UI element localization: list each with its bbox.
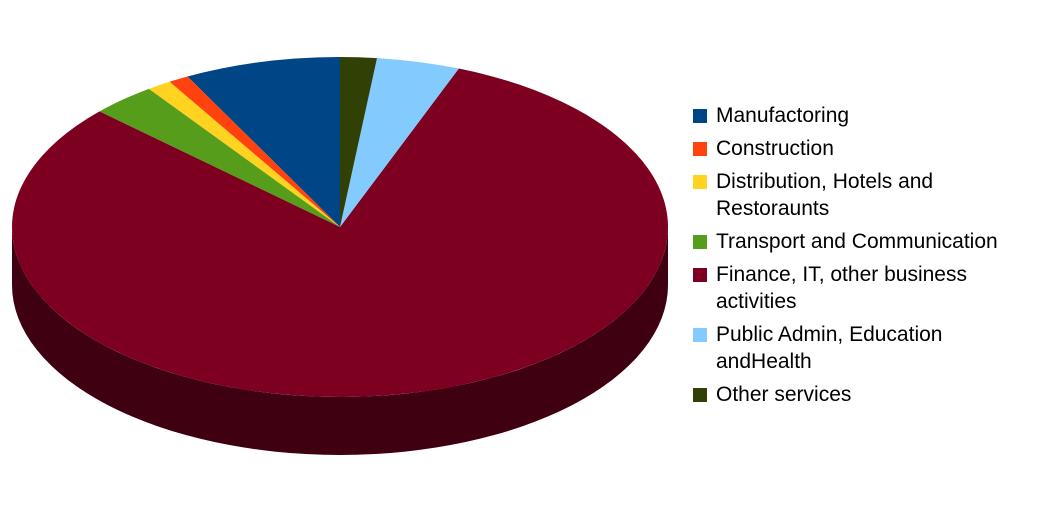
legend-item: Other services — [693, 381, 1033, 408]
legend-item: Distribution, Hotels and Restoraunts — [693, 168, 1033, 222]
pie-slice — [99, 88, 340, 227]
legend-item: Construction — [693, 135, 1033, 162]
legend-item: Public Admin, Education andHealth — [693, 321, 1033, 375]
legend-swatch — [693, 175, 707, 189]
pie-slice — [148, 81, 340, 228]
legend-label: Construction — [716, 137, 834, 160]
legend-swatch — [693, 109, 707, 123]
pie-slice — [11, 68, 669, 398]
legend-swatch — [693, 268, 707, 282]
legend-item: Manufactoring — [693, 102, 1033, 129]
pie-side — [12, 227, 668, 455]
legend-item: Transport and Communication — [693, 228, 1033, 255]
pie-area — [11, 57, 669, 455]
legend-swatch — [693, 235, 707, 249]
legend-swatch — [693, 388, 707, 402]
legend: Manufactoring Construction Distribution, H… — [693, 102, 1033, 414]
legend-label: Distribution, Hotels and Restoraunts — [716, 170, 934, 220]
legend-label: Manufactoring — [716, 104, 850, 127]
pie-slice — [340, 57, 378, 227]
legend-swatch — [693, 328, 707, 342]
legend-label: Transport and Communication — [716, 230, 998, 253]
legend-item: Finance, IT, other business activities — [693, 261, 1033, 315]
legend-swatch — [693, 142, 707, 156]
legend-label: Public Admin, Education andHealth — [716, 323, 943, 373]
pie-slice — [169, 76, 340, 227]
pie-slice — [187, 57, 340, 227]
pie-slice — [340, 58, 459, 228]
legend-label: Other services — [716, 383, 852, 406]
legend-label: Finance, IT, other business activities — [716, 263, 967, 313]
